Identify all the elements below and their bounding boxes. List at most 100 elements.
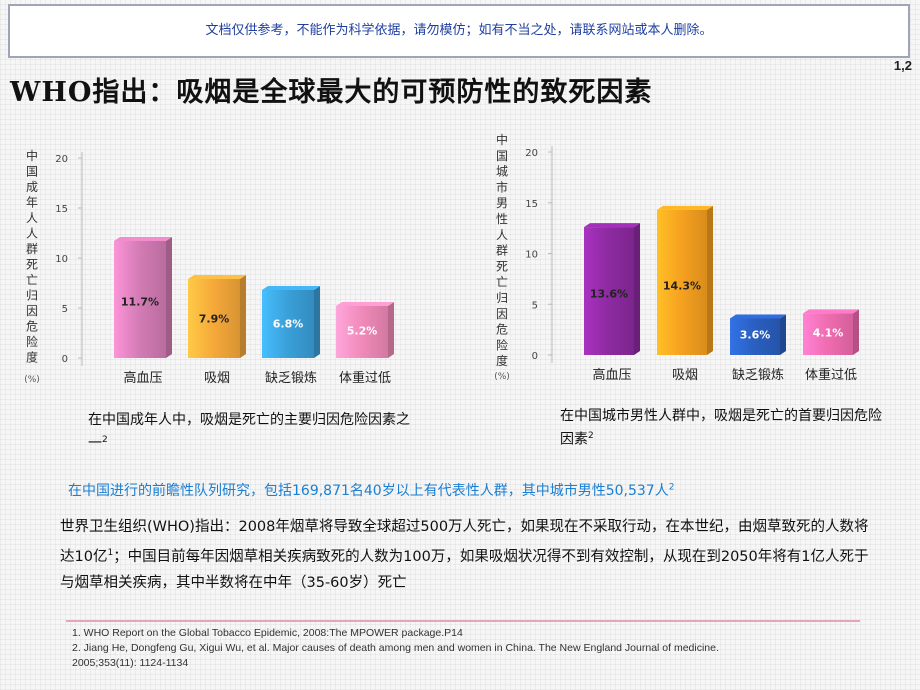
bar-top — [188, 275, 246, 279]
bar-top — [657, 205, 713, 210]
data-label: 4.1% — [813, 326, 844, 339]
y-axis-label-char: 归 — [496, 291, 508, 305]
bar-group: 5.2% 体重过低 — [336, 302, 394, 386]
data-label: 6.8% — [273, 317, 304, 330]
y-axis-label-char: 群 — [496, 244, 508, 258]
bar-top — [803, 309, 859, 314]
y-tick-label: 0 — [62, 354, 68, 365]
category-label: 体重过低 — [339, 370, 391, 386]
category-label: 缺乏锻炼 — [265, 371, 317, 386]
bar-side — [853, 309, 859, 355]
bar-top — [730, 314, 786, 319]
data-label: 7.9% — [199, 312, 230, 325]
slide-reference: 1,2 — [893, 58, 912, 73]
bar-side — [240, 275, 246, 358]
y-axis-label-char: 年 — [26, 196, 38, 210]
y-axis-label-char: 因 — [26, 304, 38, 318]
reference-2: 2. Jiang He, Dongfeng Gu, Xigui Wu, et a… — [72, 642, 719, 654]
y-tick-label: 15 — [525, 199, 538, 210]
y-tick-label: 20 — [525, 148, 538, 159]
bar-top — [336, 302, 394, 306]
bar-side — [780, 314, 786, 355]
bar — [262, 290, 314, 358]
y-tick-label: 5 — [62, 304, 68, 315]
y-axis-label-char: 险 — [496, 337, 508, 352]
category-label: 高血压 — [592, 367, 631, 383]
bar — [336, 306, 388, 358]
y-axis-label-char: 死 — [496, 259, 508, 273]
category-label: 吸烟 — [672, 368, 698, 383]
y-axis-label-char: 死 — [26, 258, 38, 272]
caption-right-sup: 2 — [588, 431, 594, 441]
references: 1. WHO Report on the Global Tobacco Epid… — [72, 626, 872, 671]
bar-group: 7.9% 吸烟 — [188, 275, 246, 386]
caption-left: 在中国成年人中，吸烟是死亡的主要归因危险因素之一2 — [88, 410, 418, 454]
y-tick-label: 15 — [55, 204, 68, 215]
y-tick-label: 0 — [532, 351, 538, 362]
data-label: 13.6% — [590, 287, 628, 300]
y-axis-label-char: 性 — [496, 212, 508, 226]
data-label: 3.6% — [740, 329, 771, 342]
y-tick-label: 10 — [55, 254, 68, 265]
y-axis-label-char: 因 — [496, 307, 508, 321]
data-label: 11.7% — [121, 295, 159, 308]
paragraph-part2: ；中国目前每年因烟草相关疾病致死的人数为100万，如果吸烟状况得不到有效控制，从… — [60, 548, 869, 591]
paragraph-part1: 世界卫生组织(WHO)指出：2008年烟草将导致全球超过500万人死亡，如果现在… — [60, 519, 869, 565]
bar-group: 14.3% 吸烟 — [657, 205, 713, 383]
bar-group: 4.1% 体重过低 — [803, 309, 859, 383]
category-label: 吸烟 — [204, 371, 230, 386]
caption-left-sup: 2 — [102, 435, 108, 445]
bar-group: 13.6% 高血压 — [584, 223, 640, 383]
bar-side — [314, 286, 320, 358]
y-axis-label-char: 男 — [496, 196, 508, 210]
study-text: 在中国进行的前瞻性队列研究，包括169,871名40岁以上有代表性人群，其中城市… — [68, 483, 669, 499]
paragraph-sup: 1 — [107, 548, 114, 558]
references-divider — [66, 620, 860, 622]
study-sup: 2 — [668, 482, 675, 493]
bar-side — [634, 223, 640, 355]
y-axis-label-char: 人 — [26, 211, 38, 225]
y-axis-label-char: 度 — [496, 353, 508, 368]
bar-group: 11.7% 高血压 — [114, 237, 172, 386]
y-axis-label-char: 危 — [26, 320, 38, 334]
category-label: 高血压 — [123, 370, 162, 386]
data-label: 14.3% — [663, 280, 701, 293]
bar-top — [584, 223, 640, 228]
y-axis-label-char: 人 — [26, 227, 38, 241]
disclaimer-banner: 文档仅供参考，不能作为科学依据，请勿模仿；如有不当之处，请联系网站或本人删除。 — [8, 4, 910, 58]
category-label: 体重过低 — [805, 367, 857, 383]
y-axis-label-char: 险 — [26, 334, 38, 349]
y-axis-label-char: 市 — [496, 179, 508, 194]
y-axis-unit: (%) — [494, 372, 510, 382]
y-axis-label-char: 中 — [26, 148, 38, 163]
bar — [114, 241, 166, 358]
y-axis-label-char: 归 — [26, 289, 38, 303]
y-axis-label-char: 城 — [496, 165, 508, 179]
y-tick-label: 10 — [525, 250, 538, 261]
bar — [657, 209, 707, 355]
y-axis-label-char: 度 — [26, 350, 38, 365]
caption-right: 在中国城市男性人群中，吸烟是死亡的首要归因危险因素2 — [560, 406, 890, 450]
bar — [584, 227, 634, 355]
y-axis-label-char: 国 — [496, 149, 508, 163]
y-axis-label-char: 群 — [26, 242, 38, 256]
bar-group: 6.8% 缺乏锻炼 — [262, 286, 320, 386]
data-label: 5.2% — [347, 325, 378, 338]
y-axis-label-char: 亡 — [496, 275, 508, 289]
reference-1: 1. WHO Report on the Global Tobacco Epid… — [72, 627, 463, 639]
y-axis-label-char: 成 — [26, 180, 38, 194]
y-axis-label-char: 中 — [496, 132, 508, 147]
bar-top — [114, 237, 172, 241]
y-tick-label: 20 — [55, 154, 68, 165]
y-axis-label-char: 国 — [26, 165, 38, 179]
bar-side — [707, 205, 713, 355]
y-axis-unit: (%) — [24, 375, 40, 385]
bar — [803, 313, 853, 355]
slide-title: WHO指出：吸烟是全球最大的可预防性的致死因素 — [10, 77, 653, 108]
bar-side — [388, 302, 394, 358]
bar — [188, 279, 240, 358]
caption-right-text: 在中国城市男性人群中，吸烟是死亡的首要归因危险因素 — [560, 408, 882, 448]
bar-group: 3.6% 缺乏锻炼 — [730, 314, 786, 383]
